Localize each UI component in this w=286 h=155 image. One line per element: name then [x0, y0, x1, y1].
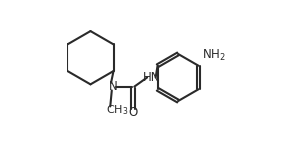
- Text: N: N: [109, 80, 118, 93]
- Text: CH$_3$: CH$_3$: [106, 103, 129, 117]
- Text: HN: HN: [143, 71, 160, 84]
- Text: O: O: [128, 106, 138, 119]
- Text: NH$_2$: NH$_2$: [202, 48, 226, 63]
